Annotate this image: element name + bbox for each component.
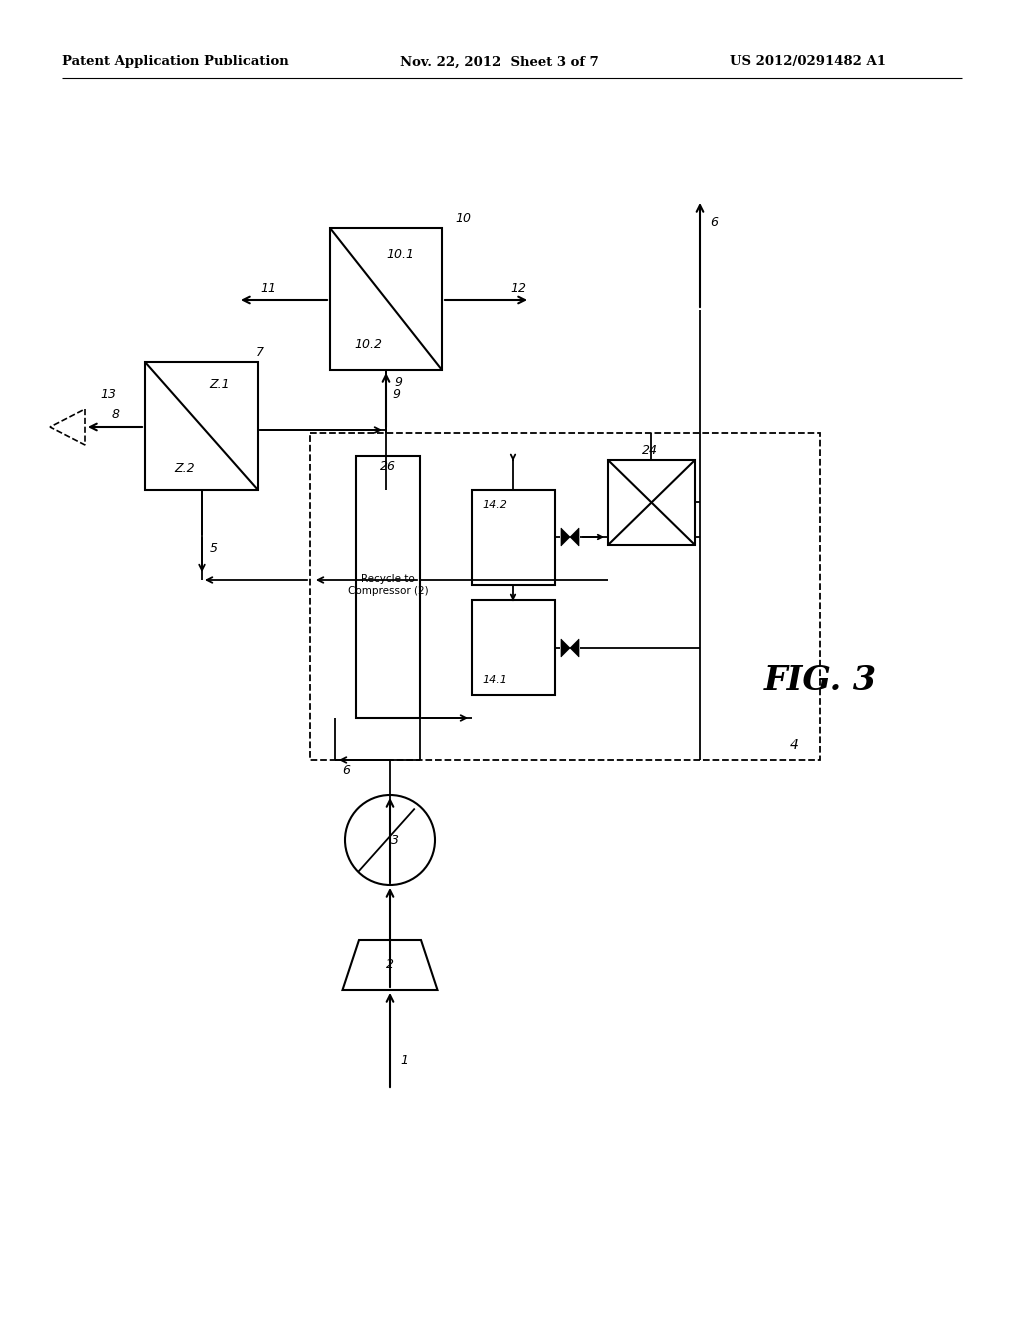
Text: Nov. 22, 2012  Sheet 3 of 7: Nov. 22, 2012 Sheet 3 of 7 bbox=[400, 55, 599, 69]
Text: Patent Application Publication: Patent Application Publication bbox=[62, 55, 289, 69]
Text: FIG. 3: FIG. 3 bbox=[764, 664, 877, 697]
Text: 26: 26 bbox=[380, 461, 396, 474]
Text: 24: 24 bbox=[642, 444, 658, 457]
Text: 14.1: 14.1 bbox=[482, 675, 508, 685]
Text: 5: 5 bbox=[210, 541, 218, 554]
Text: Z.2: Z.2 bbox=[175, 462, 196, 474]
Text: 10.2: 10.2 bbox=[354, 338, 382, 351]
Text: 12: 12 bbox=[510, 281, 526, 294]
Text: 13: 13 bbox=[100, 388, 116, 401]
Text: 6: 6 bbox=[710, 215, 718, 228]
Text: 1: 1 bbox=[400, 1053, 408, 1067]
Text: 8: 8 bbox=[112, 408, 120, 421]
Text: 10: 10 bbox=[455, 211, 471, 224]
Text: 14.2: 14.2 bbox=[482, 500, 508, 510]
Text: 9: 9 bbox=[392, 388, 400, 401]
Text: Recycle to
Compressor (2): Recycle to Compressor (2) bbox=[348, 574, 428, 595]
Text: 10.1: 10.1 bbox=[386, 248, 414, 261]
Text: 9: 9 bbox=[394, 375, 402, 388]
Polygon shape bbox=[561, 639, 579, 657]
Text: 11: 11 bbox=[260, 281, 276, 294]
Text: US 2012/0291482 A1: US 2012/0291482 A1 bbox=[730, 55, 886, 69]
Text: 3: 3 bbox=[391, 833, 399, 846]
Text: 2: 2 bbox=[386, 958, 394, 972]
Text: 6: 6 bbox=[342, 763, 350, 776]
Text: Z.1: Z.1 bbox=[210, 379, 230, 392]
Text: 7: 7 bbox=[256, 346, 264, 359]
Polygon shape bbox=[561, 528, 579, 546]
Text: 4: 4 bbox=[790, 738, 799, 752]
